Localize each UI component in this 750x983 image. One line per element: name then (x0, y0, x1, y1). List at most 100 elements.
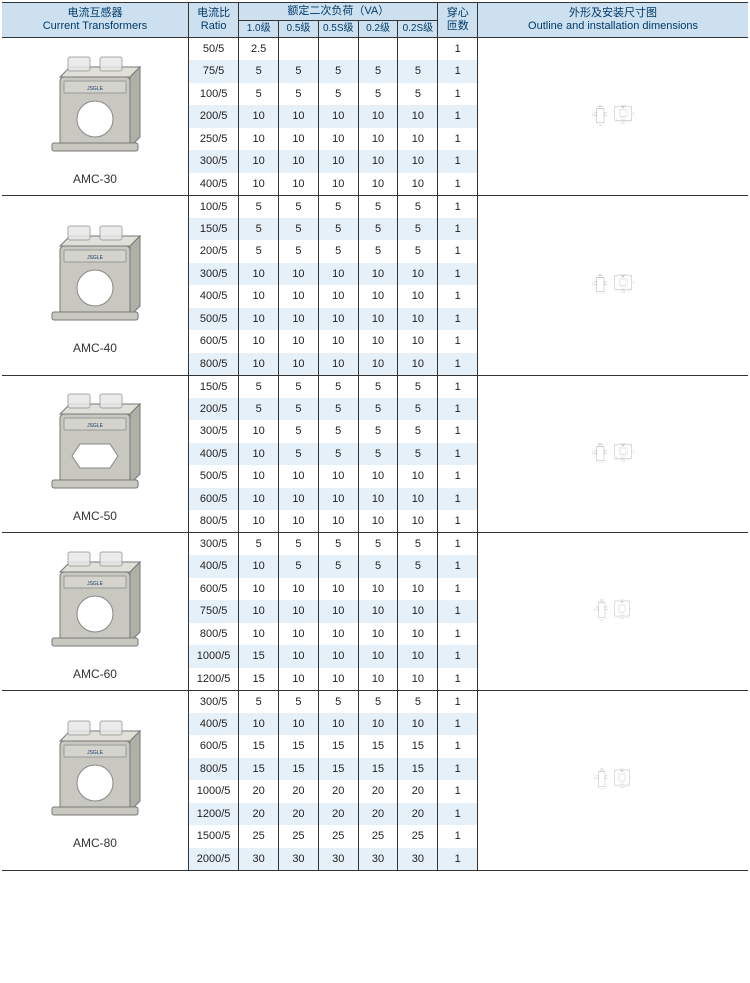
va-cell: 10 (318, 465, 358, 488)
diagram-cell: 53 90±0.5 73±0.5 174±0.5 铭牌 155±0.5 80 (478, 690, 748, 870)
va-cell: 20 (279, 780, 319, 803)
va-cell: 5 (358, 555, 398, 578)
va-cell: 5 (279, 398, 319, 421)
va-cell: 20 (239, 803, 279, 826)
va-cell: 10 (279, 488, 319, 511)
product-cell: JSGLE AMC-50 (2, 375, 188, 533)
va-cell: 10 (239, 173, 279, 196)
va-cell: 5 (358, 420, 398, 443)
turns-cell: 1 (438, 375, 478, 398)
va-cell: 10 (358, 285, 398, 308)
ratio-cell: 400/5 (188, 285, 238, 308)
va-cell: 10 (279, 668, 319, 691)
svg-text:174±0.5: 174±0.5 (594, 776, 596, 780)
svg-text:67±0.5: 67±0.5 (632, 111, 634, 115)
va-cell: 5 (318, 218, 358, 241)
va-cell: 10 (398, 173, 438, 196)
turns-cell: 1 (438, 353, 478, 376)
va-cell: 10 (239, 105, 279, 128)
va-cell: 10 (358, 173, 398, 196)
va-cell: 15 (318, 758, 358, 781)
ratio-cell: 400/5 (188, 173, 238, 196)
ratio-cell: 600/5 (188, 488, 238, 511)
svg-text:84±0.5: 84±0.5 (622, 291, 626, 293)
svg-text:111±0.5: 111±0.5 (592, 281, 594, 285)
svg-text:111±0.5: 111±0.5 (592, 450, 594, 454)
va-cell: 20 (318, 780, 358, 803)
va-cell: 10 (398, 578, 438, 601)
header-level-3: 0.2级 (358, 21, 398, 38)
va-cell: 10 (239, 600, 279, 623)
va-cell: 10 (358, 668, 398, 691)
turns-cell: 1 (438, 488, 478, 511)
ratio-cell: 150/5 (188, 218, 238, 241)
product-image: JSGLE (30, 384, 160, 504)
header-level-1: 0.5级 (279, 21, 319, 38)
va-cell: 10 (358, 578, 398, 601)
va-cell: 10 (358, 105, 398, 128)
va-cell: 30 (318, 848, 358, 871)
va-cell: 10 (358, 488, 398, 511)
ratio-cell: 200/5 (188, 398, 238, 421)
turns-cell: 1 (438, 465, 478, 488)
va-cell: 15 (398, 758, 438, 781)
ratio-cell: 300/5 (188, 150, 238, 173)
va-cell: 10 (318, 600, 358, 623)
turns-cell: 1 (438, 330, 478, 353)
va-cell: 10 (279, 285, 319, 308)
va-cell: 10 (398, 465, 438, 488)
va-cell: 10 (358, 623, 398, 646)
product-cell: JSGLE AMC-60 (2, 533, 188, 691)
ratio-cell: 750/5 (188, 600, 238, 623)
turns-cell: 1 (438, 398, 478, 421)
svg-text:52.5: 52.5 (599, 125, 601, 126)
va-cell: 10 (279, 308, 319, 331)
va-cell: 10 (279, 623, 319, 646)
va-cell: 5 (398, 533, 438, 556)
ratio-cell: 800/5 (188, 510, 238, 533)
svg-text:90±0.5: 90±0.5 (600, 599, 603, 601)
va-cell: 5 (279, 375, 319, 398)
va-cell: 10 (398, 623, 438, 646)
va-cell: 10 (239, 443, 279, 466)
va-cell: 5 (318, 420, 358, 443)
svg-text:90±0.5: 90±0.5 (599, 442, 603, 444)
va-cell: 20 (318, 803, 358, 826)
va-cell: 15 (398, 735, 438, 758)
va-cell: 10 (279, 645, 319, 668)
turns-cell: 1 (438, 803, 478, 826)
va-cell: 5 (239, 398, 279, 421)
va-cell: 10 (279, 600, 319, 623)
turns-cell: 1 (438, 780, 478, 803)
product-image: JSGLE (30, 711, 160, 831)
va-cell: 5 (279, 443, 319, 466)
va-cell: 10 (279, 713, 319, 736)
ratio-cell: 200/5 (188, 105, 238, 128)
product-cell: JSGLE AMC-30 (2, 38, 188, 196)
va-cell: 5 (398, 398, 438, 421)
va-cell: 5 (318, 533, 358, 556)
svg-text:64±0.5: 64±0.5 (622, 121, 626, 123)
va-cell: 10 (318, 105, 358, 128)
va-cell: 5 (279, 533, 319, 556)
va-cell: 30 (279, 848, 319, 871)
ratio-cell: 400/5 (188, 555, 238, 578)
va-cell: 30 (358, 848, 398, 871)
va-cell: 10 (279, 510, 319, 533)
va-cell: 10 (398, 150, 438, 173)
va-cell (279, 38, 319, 61)
va-cell: 10 (318, 645, 358, 668)
svg-text:90±0.5: 90±0.5 (599, 104, 603, 106)
ratio-cell: 150/5 (188, 375, 238, 398)
dimension-diagram: 53 90±0.5 73±0.5 174±0.5 铭牌 155±0.5 80 (478, 768, 748, 790)
va-cell: 20 (398, 803, 438, 826)
va-cell: 10 (398, 353, 438, 376)
va-cell: 10 (239, 488, 279, 511)
ratio-cell: 100/5 (188, 83, 238, 106)
product-cell: JSGLE AMC-40 (2, 195, 188, 375)
turns-cell: 1 (438, 60, 478, 83)
va-cell: 15 (318, 735, 358, 758)
va-cell: 10 (279, 105, 319, 128)
ratio-cell: 300/5 (188, 690, 238, 713)
svg-text:90±0.5: 90±0.5 (599, 273, 603, 275)
